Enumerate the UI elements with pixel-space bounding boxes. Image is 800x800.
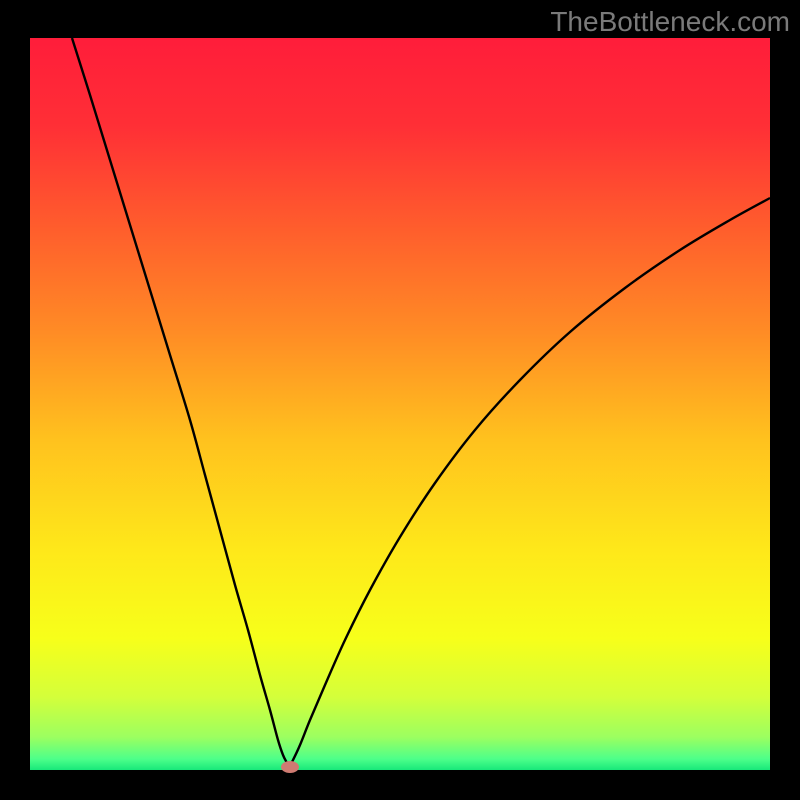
watermark-text: TheBottleneck.com: [550, 6, 790, 38]
curve-path: [72, 38, 770, 767]
bottleneck-curve: [0, 0, 800, 800]
chart-container: TheBottleneck.com: [0, 0, 800, 800]
optimal-marker: [281, 761, 299, 773]
